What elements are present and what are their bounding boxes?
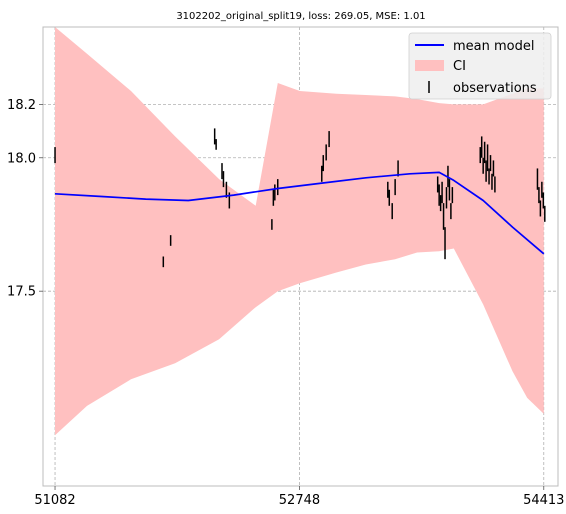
mean-model-layer [54, 171, 545, 255]
x-tick-label: 52748 [279, 493, 320, 508]
observations-layer [54, 128, 546, 268]
legend: mean model CI observations [408, 32, 552, 100]
y-tick-label: 18.2 [7, 98, 36, 113]
legend-box [408, 32, 552, 100]
legend-label-mean: mean model [453, 39, 534, 54]
mean-model-line [54, 171, 545, 255]
chart-title: 3102202_original_split19, loss: 269.05, … [176, 11, 425, 22]
legend-label-observations: observations [453, 81, 537, 96]
y-tick-label: 18.0 [7, 151, 36, 166]
ci-band-layer [55, 27, 544, 436]
x-tick-label: 51082 [34, 493, 75, 508]
y-tick-label: 17.5 [7, 285, 36, 300]
plot-frame [42, 26, 559, 487]
axis-ticks: 51082 52748 54413 17.5 18.0 18.2 [7, 98, 564, 508]
x-tick-label: 54413 [523, 493, 564, 508]
ci-band [55, 27, 544, 436]
legend-swatch-ci [415, 60, 444, 71]
legend-label-ci: CI [453, 59, 466, 74]
